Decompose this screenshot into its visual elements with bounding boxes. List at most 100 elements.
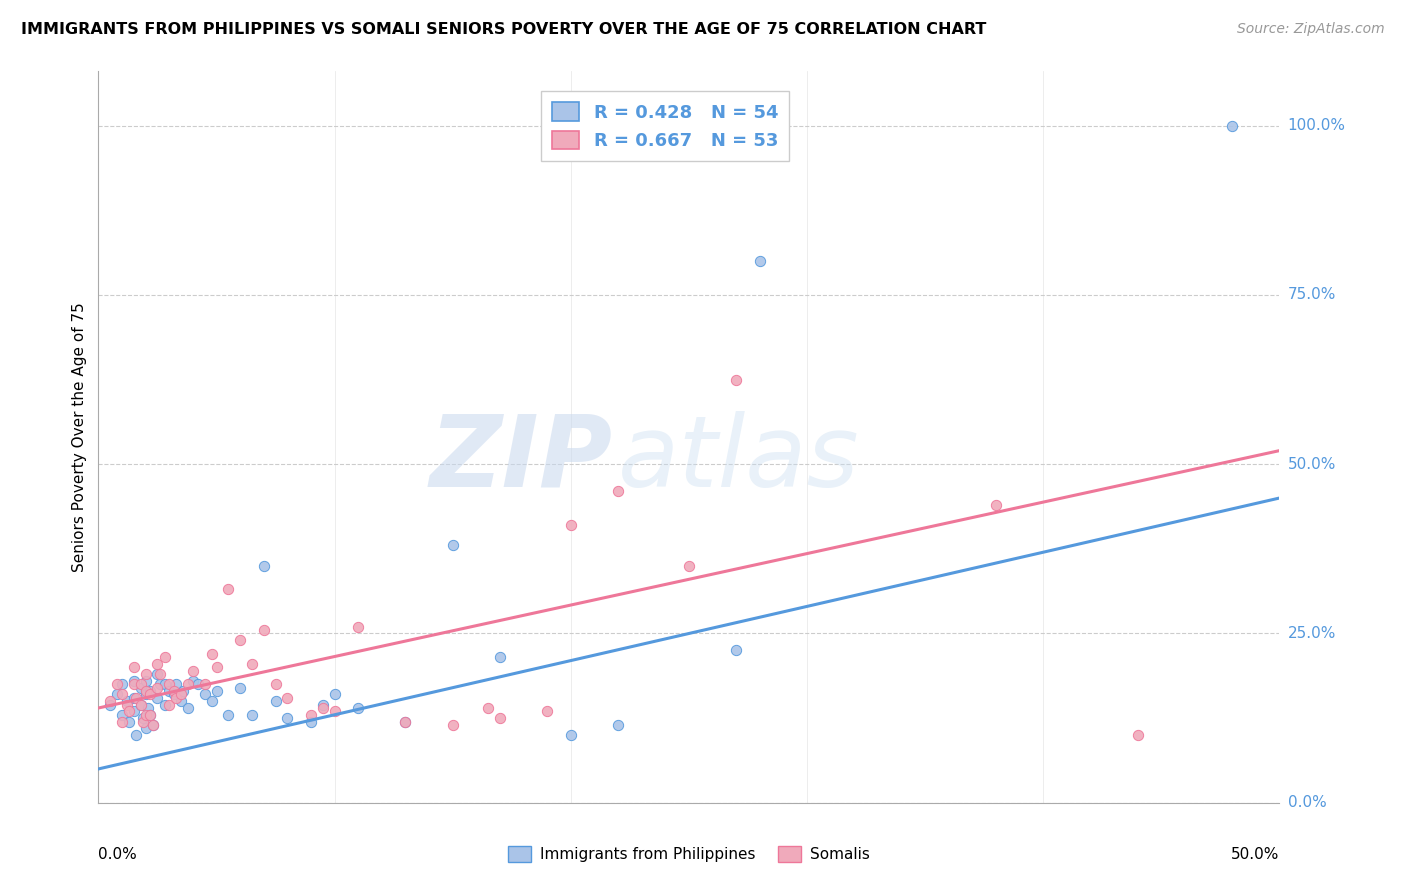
Point <box>323 705 346 719</box>
Point <box>115 698 138 712</box>
Point <box>105 688 128 702</box>
Point <box>153 698 176 712</box>
Point <box>217 707 239 722</box>
Point <box>678 558 700 573</box>
Point <box>139 684 162 698</box>
Text: 25.0%: 25.0% <box>1288 626 1336 641</box>
Point <box>149 677 172 691</box>
Point <box>165 677 187 691</box>
Point <box>111 688 134 702</box>
Point <box>984 498 1007 512</box>
Point <box>146 681 169 695</box>
Point <box>217 582 239 597</box>
Point <box>201 694 224 708</box>
Point <box>394 714 416 729</box>
Point <box>125 728 148 742</box>
Text: 0.0%: 0.0% <box>98 847 138 862</box>
Point <box>489 711 512 725</box>
Point <box>146 690 169 705</box>
Point <box>181 673 204 688</box>
Point <box>748 254 770 268</box>
Point <box>129 698 152 712</box>
Point <box>253 623 276 637</box>
Point <box>229 633 252 648</box>
Text: 75.0%: 75.0% <box>1288 287 1336 302</box>
Text: 50.0%: 50.0% <box>1288 457 1336 472</box>
Point <box>122 690 145 705</box>
Point <box>477 701 499 715</box>
Text: 0.0%: 0.0% <box>1288 796 1326 810</box>
Point <box>299 707 322 722</box>
Point <box>163 684 186 698</box>
Point <box>177 677 200 691</box>
Point <box>181 664 204 678</box>
Point <box>132 711 155 725</box>
Legend: Immigrants from Philippines, Somalis: Immigrants from Philippines, Somalis <box>502 840 876 868</box>
Text: atlas: atlas <box>619 410 859 508</box>
Point <box>170 688 193 702</box>
Point <box>146 657 169 671</box>
Point <box>725 643 748 657</box>
Point <box>240 657 263 671</box>
Point <box>1126 728 1149 742</box>
Point <box>129 698 152 712</box>
Point <box>111 677 134 691</box>
Point <box>536 705 558 719</box>
Point <box>441 538 464 552</box>
Point <box>347 701 370 715</box>
Point <box>157 677 180 691</box>
Point <box>142 718 165 732</box>
Point <box>122 705 145 719</box>
Point <box>122 660 145 674</box>
Point <box>146 667 169 681</box>
Point <box>163 688 186 702</box>
Point <box>111 707 134 722</box>
Point <box>135 688 157 702</box>
Point <box>560 728 582 742</box>
Point <box>157 698 180 712</box>
Point <box>170 694 193 708</box>
Point <box>560 518 582 533</box>
Point <box>312 698 335 712</box>
Point <box>139 707 162 722</box>
Point <box>125 690 148 705</box>
Point <box>299 714 322 729</box>
Point <box>135 673 157 688</box>
Point <box>142 718 165 732</box>
Text: 100.0%: 100.0% <box>1288 118 1346 133</box>
Point <box>122 677 145 691</box>
Point <box>276 690 298 705</box>
Point <box>153 677 176 691</box>
Point <box>118 714 141 729</box>
Point <box>135 707 157 722</box>
Text: IMMIGRANTS FROM PHILIPPINES VS SOMALI SENIORS POVERTY OVER THE AGE OF 75 CORRELA: IMMIGRANTS FROM PHILIPPINES VS SOMALI SE… <box>21 22 987 37</box>
Point <box>122 673 145 688</box>
Point <box>276 711 298 725</box>
Point <box>172 684 194 698</box>
Point <box>347 620 370 634</box>
Point <box>205 660 228 674</box>
Point <box>607 484 630 499</box>
Point <box>441 718 464 732</box>
Point <box>253 558 276 573</box>
Point <box>139 707 162 722</box>
Point <box>129 677 152 691</box>
Point <box>153 650 176 665</box>
Point <box>115 694 138 708</box>
Point <box>98 694 121 708</box>
Point <box>201 647 224 661</box>
Text: Source: ZipAtlas.com: Source: ZipAtlas.com <box>1237 22 1385 37</box>
Point <box>135 667 157 681</box>
Point <box>194 688 217 702</box>
Point <box>132 714 155 729</box>
Point <box>607 718 630 732</box>
Point <box>229 681 252 695</box>
Point <box>1220 119 1243 133</box>
Point <box>136 701 159 715</box>
Text: ZIP: ZIP <box>429 410 612 508</box>
Point <box>264 677 287 691</box>
Point <box>312 701 335 715</box>
Point <box>725 372 748 386</box>
Point <box>177 701 200 715</box>
Point <box>264 694 287 708</box>
